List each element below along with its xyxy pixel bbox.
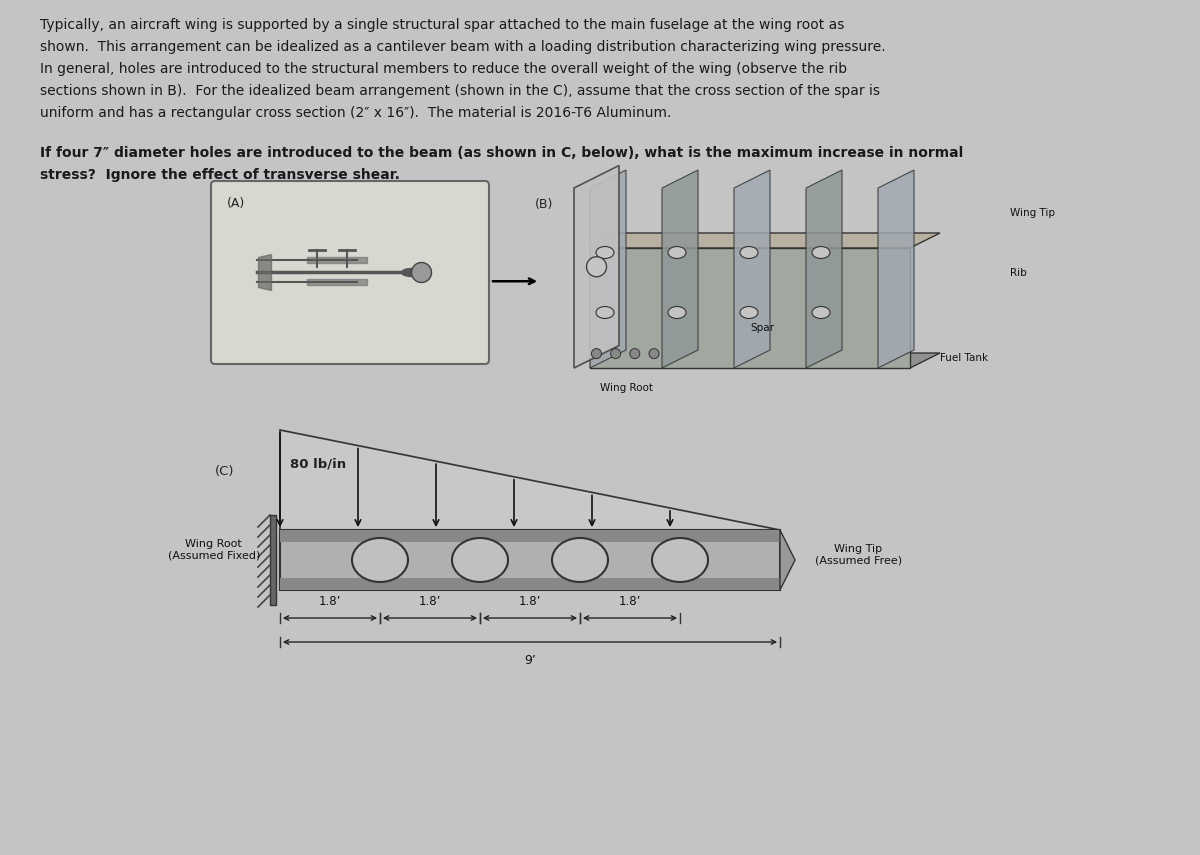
Polygon shape <box>574 166 619 368</box>
Ellipse shape <box>402 268 421 276</box>
Text: Wing Root
(Assumed Fixed): Wing Root (Assumed Fixed) <box>168 540 260 561</box>
Circle shape <box>592 349 601 358</box>
Polygon shape <box>280 430 780 530</box>
Polygon shape <box>306 280 366 286</box>
Polygon shape <box>780 530 796 590</box>
Ellipse shape <box>652 538 708 582</box>
Text: stress?  Ignore the effect of transverse shear.: stress? Ignore the effect of transverse … <box>40 168 400 182</box>
Circle shape <box>649 349 659 358</box>
Ellipse shape <box>740 306 758 319</box>
Polygon shape <box>258 255 271 273</box>
Polygon shape <box>306 257 366 263</box>
Ellipse shape <box>587 256 606 277</box>
Ellipse shape <box>812 246 830 258</box>
Text: 80 lb/in: 80 lb/in <box>290 458 346 471</box>
Text: 1.8’: 1.8’ <box>419 595 442 608</box>
Text: Typically, an aircraft wing is supported by a single structural spar attached to: Typically, an aircraft wing is supported… <box>40 18 845 32</box>
Polygon shape <box>734 170 770 368</box>
FancyBboxPatch shape <box>211 181 490 364</box>
Text: Rib: Rib <box>1010 268 1027 278</box>
Text: Wing Root: Wing Root <box>600 383 653 393</box>
Circle shape <box>630 349 640 358</box>
Bar <box>280 578 780 590</box>
Polygon shape <box>590 353 940 368</box>
Bar <box>280 530 780 542</box>
Circle shape <box>412 262 432 282</box>
Ellipse shape <box>596 306 614 319</box>
Text: (A): (A) <box>227 197 245 210</box>
Ellipse shape <box>812 306 830 319</box>
Text: (B): (B) <box>535 198 553 211</box>
Ellipse shape <box>740 246 758 258</box>
Polygon shape <box>590 170 626 368</box>
Bar <box>270 515 276 605</box>
Ellipse shape <box>452 538 508 582</box>
Text: Wing Tip
(Assumed Free): Wing Tip (Assumed Free) <box>815 544 902 566</box>
Text: sections shown in B).  For the idealized beam arrangement (shown in the C), assu: sections shown in B). For the idealized … <box>40 84 880 98</box>
Polygon shape <box>590 248 910 368</box>
Bar <box>280 530 780 590</box>
Text: Wing Tip: Wing Tip <box>1010 208 1055 218</box>
Text: Spar: Spar <box>750 323 774 333</box>
Text: 1.8’: 1.8’ <box>518 595 541 608</box>
Text: uniform and has a rectangular cross section (2″ x 16″).  The material is 2016-T6: uniform and has a rectangular cross sect… <box>40 106 671 120</box>
Ellipse shape <box>596 246 614 258</box>
Circle shape <box>611 349 620 358</box>
Text: (C): (C) <box>215 465 234 478</box>
Text: Fuel Tank: Fuel Tank <box>940 353 988 363</box>
Polygon shape <box>878 170 914 368</box>
Text: 9’: 9’ <box>524 654 536 667</box>
Polygon shape <box>662 170 698 368</box>
Polygon shape <box>590 233 940 248</box>
Text: In general, holes are introduced to the structural members to reduce the overall: In general, holes are introduced to the … <box>40 62 847 76</box>
Polygon shape <box>806 170 842 368</box>
Text: 1.8’: 1.8’ <box>619 595 641 608</box>
Text: 1.8’: 1.8’ <box>319 595 341 608</box>
Text: If four 7″ diameter holes are introduced to the beam (as shown in C, below), wha: If four 7″ diameter holes are introduced… <box>40 146 964 160</box>
Ellipse shape <box>668 246 686 258</box>
Ellipse shape <box>668 306 686 319</box>
Ellipse shape <box>352 538 408 582</box>
Polygon shape <box>258 273 271 291</box>
Text: shown.  This arrangement can be idealized as a cantilever beam with a loading di: shown. This arrangement can be idealized… <box>40 40 886 54</box>
Ellipse shape <box>552 538 608 582</box>
